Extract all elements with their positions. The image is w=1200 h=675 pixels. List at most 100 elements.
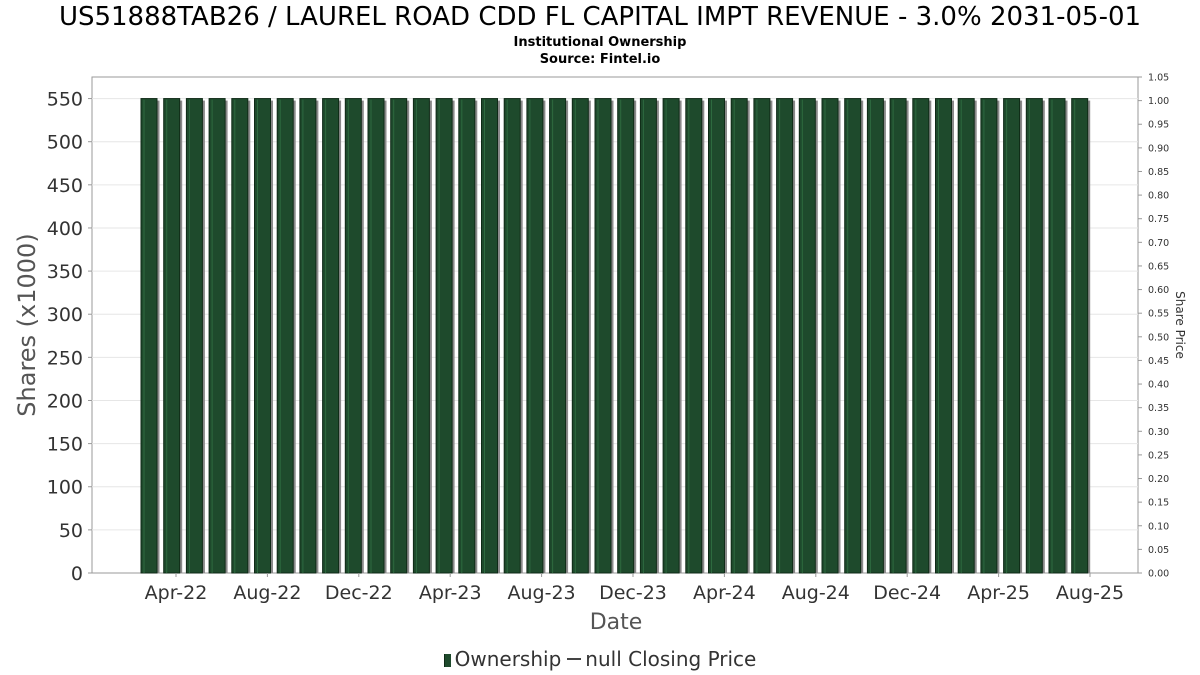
- bar: [549, 98, 567, 574]
- bar: [685, 98, 703, 574]
- x-tick-label: Apr-23: [419, 582, 482, 604]
- y-tick-label: 300: [47, 304, 83, 326]
- bar: [798, 98, 816, 574]
- bar: [662, 98, 680, 574]
- y-axis-label: Shares (x1000): [13, 233, 41, 416]
- bar: [163, 98, 181, 574]
- y2-tick-label: 0.00: [1148, 569, 1169, 580]
- bar: [980, 98, 998, 574]
- y2-axis-label: Share Price: [1173, 291, 1187, 359]
- bar: [617, 98, 635, 574]
- y-tick-label: 550: [47, 89, 83, 111]
- y2-tick-label: 0.65: [1148, 261, 1169, 272]
- bar: [322, 98, 340, 574]
- bar: [526, 98, 544, 574]
- y2-tick-label: 0.80: [1148, 191, 1169, 202]
- bar: [185, 98, 203, 574]
- bar: [594, 98, 612, 574]
- bar: [730, 98, 748, 574]
- bar: [458, 98, 476, 574]
- x-tick-label: Aug-24: [782, 582, 850, 604]
- bar: [821, 98, 839, 574]
- bar: [412, 98, 430, 574]
- x-axis: Apr-22 Aug-22 Dec-22 Apr-23 Aug-23 Dec-23 Apr-…: [145, 573, 1124, 604]
- ownership-swatch-icon: [443, 654, 451, 667]
- chart-subtitle: Institutional Ownership: [513, 35, 687, 50]
- chart-title: US51888TAB26 / LAUREL ROAD CDD FL CAPITA…: [58, 2, 1142, 32]
- y2-tick-label: 0.25: [1148, 450, 1169, 461]
- y2-tick-label: 0.20: [1148, 474, 1169, 485]
- bar: [231, 98, 249, 574]
- bar: [776, 98, 794, 574]
- y2-tick-label: 0.40: [1148, 380, 1169, 391]
- bar: [208, 98, 226, 574]
- y2-tick-label: 0.55: [1148, 309, 1169, 320]
- y-axis-right: 0.00 0.05 0.10 0.15 0.20 0.25 0.30 0.35 0.40 0.45…: [1138, 73, 1169, 580]
- bar: [708, 98, 725, 574]
- x-tick-label: Aug-25: [1056, 582, 1124, 604]
- bar: [503, 98, 521, 574]
- y2-tick-label: 0.45: [1148, 356, 1169, 367]
- y-tick-label: 150: [47, 434, 83, 456]
- x-tick-label: Dec-24: [873, 582, 941, 604]
- y2-tick-label: 1.00: [1148, 96, 1169, 107]
- y-tick-label: 250: [47, 347, 83, 369]
- bar: [957, 98, 975, 574]
- bar: [889, 98, 907, 574]
- x-tick-label: Apr-25: [967, 582, 1030, 604]
- y-tick-label: 450: [47, 175, 83, 197]
- x-tick-label: Dec-23: [599, 582, 667, 604]
- bar: [639, 98, 657, 574]
- y2-tick-label: 0.50: [1148, 332, 1169, 343]
- bar: [1048, 98, 1066, 574]
- y2-tick-label: 0.30: [1148, 427, 1169, 438]
- y-tick-label: 100: [47, 477, 83, 499]
- bar: [1025, 98, 1043, 574]
- y2-tick-label: 0.95: [1148, 120, 1169, 131]
- y2-tick-label: 0.35: [1148, 403, 1169, 414]
- legend: Ownership null Closing Price: [0, 647, 1200, 671]
- bar: [344, 98, 362, 574]
- y-tick-label: 0: [71, 563, 83, 585]
- y-tick-label: 500: [47, 132, 83, 154]
- bar: [1003, 98, 1021, 574]
- bar: [935, 98, 952, 574]
- bar: [254, 98, 271, 574]
- y2-tick-label: 0.05: [1148, 545, 1169, 556]
- x-tick-label: Aug-23: [508, 582, 576, 604]
- bar: [390, 98, 408, 574]
- x-tick-label: Apr-24: [693, 582, 756, 604]
- x-tick-label: Aug-22: [233, 582, 301, 604]
- y2-tick-label: 0.10: [1148, 521, 1169, 532]
- bar: [753, 98, 771, 574]
- x-tick-label: Apr-22: [145, 582, 208, 604]
- y2-tick-label: 0.90: [1148, 143, 1169, 154]
- y-tick-label: 200: [47, 390, 83, 412]
- y2-tick-label: 0.15: [1148, 498, 1169, 509]
- price-line-icon: [567, 658, 582, 660]
- legend-ownership: Ownership: [454, 647, 562, 671]
- y2-tick-label: 0.60: [1148, 285, 1169, 296]
- bar: [866, 98, 884, 574]
- y-tick-label: 350: [47, 261, 83, 283]
- bars: [140, 98, 1091, 574]
- bar: [571, 98, 589, 574]
- bar: [844, 98, 862, 574]
- bar: [435, 98, 453, 574]
- y-tick-label: 400: [47, 218, 83, 240]
- bar: [276, 98, 294, 574]
- y-tick-label: 50: [59, 520, 83, 542]
- y2-tick-label: 0.70: [1148, 238, 1169, 249]
- bar: [299, 98, 317, 574]
- bar: [140, 98, 158, 574]
- y-axis-left: 0 50 100 150 200 250 300 350 400 450 500 550: [47, 89, 92, 585]
- y2-tick-label: 0.85: [1148, 167, 1169, 178]
- x-tick-label: Dec-22: [325, 582, 393, 604]
- bar: [1071, 98, 1089, 574]
- y2-tick-label: 0.75: [1148, 214, 1169, 225]
- bar: [367, 98, 385, 574]
- y2-tick-label: 1.05: [1148, 73, 1169, 84]
- bar: [912, 98, 930, 574]
- legend-price: null Closing Price: [585, 647, 757, 671]
